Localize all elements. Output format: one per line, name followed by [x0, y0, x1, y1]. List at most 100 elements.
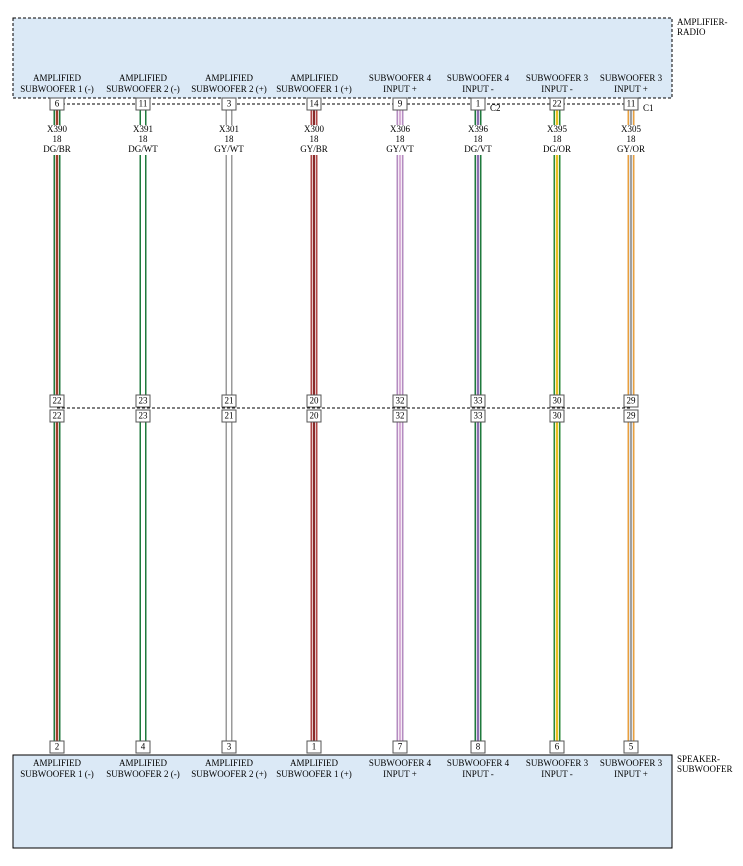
pin-label: SUBWOOFER 3 — [600, 758, 663, 768]
wire-label-bg — [462, 125, 494, 135]
pin-number-box — [221, 740, 237, 754]
component-name: SUBWOOFER — [677, 764, 733, 774]
pin-label: INPUT - — [541, 84, 573, 94]
pin-number-box — [549, 97, 565, 111]
pin-number: 1 — [312, 742, 317, 752]
inline-pin-box — [470, 394, 486, 408]
wire-label-bg — [462, 145, 494, 155]
pin-label: AMPLIFIED — [33, 758, 82, 768]
inline-pin-box — [470, 409, 486, 423]
component-name: AMPLIFIER- — [677, 17, 728, 27]
wire-gauge: 18 — [139, 134, 149, 144]
pin-number-box — [392, 97, 408, 111]
pin-number: 9 — [398, 99, 403, 109]
inline-pin: 32 — [396, 411, 405, 421]
pin-label: SUBWOOFER 3 — [600, 73, 663, 83]
pin-label: INPUT + — [614, 84, 648, 94]
wire-circuit: X395 — [547, 124, 567, 134]
inline-pin-box — [306, 409, 322, 423]
wire-circuit: X306 — [390, 124, 410, 134]
amplifier-radio-box — [12, 17, 673, 99]
pin-label: SUBWOOFER 4 — [369, 73, 432, 83]
wire-label-bg — [541, 125, 573, 135]
wire-label-bg — [127, 135, 159, 145]
pin-number: 11 — [627, 99, 636, 109]
inline-pin-box — [392, 394, 408, 408]
wire-label-bg — [541, 135, 573, 145]
pin-label: AMPLIFIED — [290, 758, 339, 768]
inline-pin-box — [549, 394, 565, 408]
wire-gauge: 18 — [627, 134, 637, 144]
pin-label: AMPLIFIED — [205, 758, 254, 768]
pin-label: SUBWOOFER 3 — [526, 758, 589, 768]
wire-color: DG/VT — [464, 144, 492, 154]
wire-gauge: 18 — [225, 134, 235, 144]
wire-circuit: X391 — [133, 124, 153, 134]
wire-color: GY/VT — [386, 144, 414, 154]
inline-pin: 22 — [53, 411, 62, 421]
inline-pin-box — [549, 409, 565, 423]
pin-label: INPUT - — [462, 84, 494, 94]
wire-gauge: 18 — [553, 134, 563, 144]
inline-pin-box — [221, 409, 237, 423]
inline-pin: 30 — [553, 396, 563, 406]
wire-circuit: X390 — [47, 124, 67, 134]
pin-number: 5 — [629, 742, 634, 752]
speaker-subwoofer-box — [12, 754, 673, 849]
pin-number-box — [623, 97, 639, 111]
pin-label: INPUT - — [462, 769, 494, 779]
pin-number-box — [221, 97, 237, 111]
pin-label: SUBWOOFER 2 (+) — [191, 84, 267, 94]
pin-label: INPUT + — [383, 769, 417, 779]
wire-label-bg — [41, 135, 73, 145]
wire-label-bg — [127, 145, 159, 155]
pin-number-box — [49, 97, 65, 111]
pin-number: 3 — [227, 99, 232, 109]
inline-pin: 33 — [474, 411, 484, 421]
inline-pin: 23 — [139, 396, 149, 406]
wire-circuit: X301 — [219, 124, 239, 134]
wire-color: GY/BR — [300, 144, 328, 154]
wire-label-bg — [384, 125, 416, 135]
wire-label-bg — [298, 125, 330, 135]
inline-pin: 20 — [310, 396, 320, 406]
wire-circuit: X300 — [304, 124, 324, 134]
wire-color: GY/WT — [214, 144, 244, 154]
pin-number-box — [306, 97, 322, 111]
pin-label: AMPLIFIED — [119, 758, 168, 768]
component-name: SPEAKER- — [677, 754, 720, 764]
pin-label: SUBWOOFER 4 — [447, 73, 510, 83]
inline-pin-box — [135, 409, 151, 423]
pin-label: SUBWOOFER 2 (+) — [191, 769, 267, 779]
pin-number: 14 — [310, 99, 320, 109]
pin-number: 22 — [553, 99, 562, 109]
inline-pin: 21 — [225, 396, 234, 406]
wire-gauge: 18 — [396, 134, 406, 144]
pin-label: SUBWOOFER 3 — [526, 73, 589, 83]
wire-label-bg — [615, 145, 647, 155]
pin-number-box — [623, 740, 639, 754]
wire-label-bg — [298, 135, 330, 145]
pin-label: SUBWOOFER 1 (+) — [276, 769, 352, 779]
pin-label: AMPLIFIED — [205, 73, 254, 83]
wire-label-bg — [127, 125, 159, 135]
wire-label-bg — [615, 135, 647, 145]
wire-label-bg — [384, 145, 416, 155]
wire-label-bg — [213, 135, 245, 145]
wire-label-bg — [213, 145, 245, 155]
pin-number-box — [135, 97, 151, 111]
inline-pin: 29 — [627, 411, 637, 421]
pin-number: 8 — [476, 742, 481, 752]
pin-number: 6 — [55, 99, 60, 109]
pin-label: SUBWOOFER 4 — [369, 758, 432, 768]
wire-label-bg — [298, 145, 330, 155]
pin-label: SUBWOOFER 1 (-) — [20, 769, 94, 779]
pin-label: SUBWOOFER 2 (-) — [106, 769, 180, 779]
inline-pin: 32 — [396, 396, 405, 406]
pin-label: SUBWOOFER 1 (-) — [20, 84, 94, 94]
wire-gauge: 18 — [53, 134, 63, 144]
wire-color: DG/OR — [543, 144, 571, 154]
pin-label: AMPLIFIED — [33, 73, 82, 83]
inline-pin-box — [623, 409, 639, 423]
